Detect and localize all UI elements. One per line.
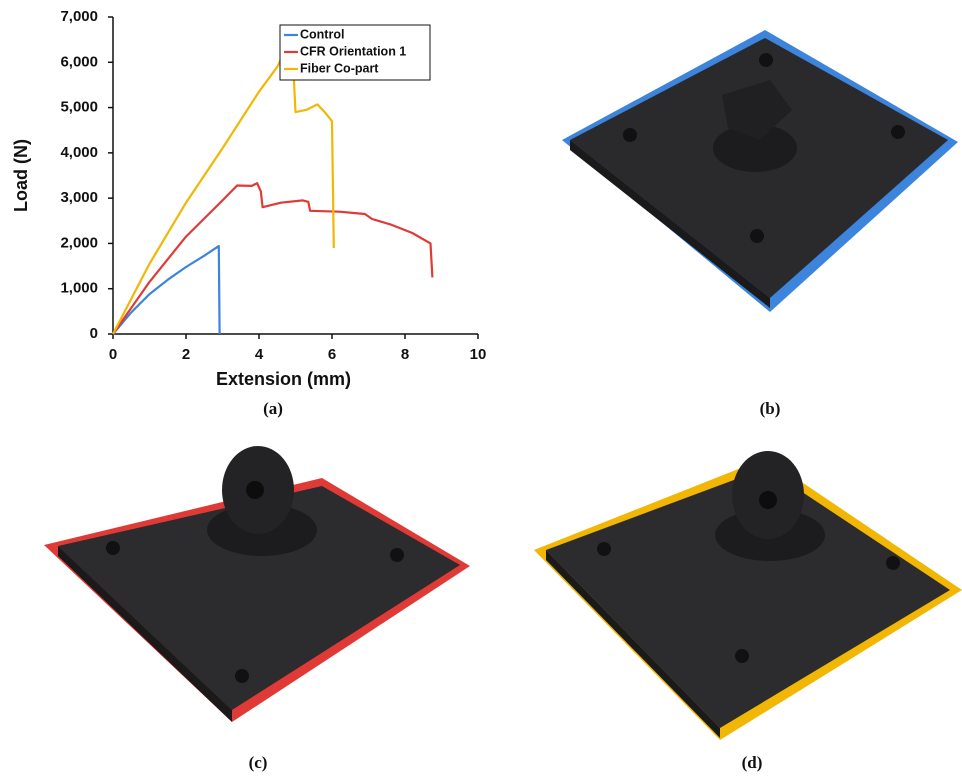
y-tick-label: 7,000 (60, 8, 98, 25)
panel-caption: (c) (249, 753, 268, 772)
y-tick-label: 5,000 (60, 99, 98, 116)
photo-cfr-specimen (44, 446, 470, 722)
y-tick-label: 4,000 (60, 144, 98, 161)
y-tick-label: 0 (90, 325, 98, 342)
x-tick-label: 2 (182, 346, 190, 363)
x-tick-label: 0 (109, 346, 117, 363)
y-tick-label: 1,000 (60, 280, 98, 297)
data-line (113, 56, 334, 335)
legend-label: Fiber Co-part (300, 61, 379, 75)
y-tick-label: 2,000 (60, 234, 98, 251)
y-tick-label: 3,000 (60, 189, 98, 206)
photo-fiber-copart-specimen (534, 451, 962, 740)
x-tick-label: 8 (401, 346, 409, 363)
data-line (113, 246, 220, 334)
x-tick-label: 6 (328, 346, 336, 363)
photo-control-specimen (562, 30, 958, 312)
panel-caption: (a) (263, 399, 283, 418)
legend-label: CFR Orientation 1 (300, 44, 406, 58)
panel-caption: (d) (742, 753, 763, 772)
x-tick-label: 4 (255, 346, 264, 363)
legend-label: Control (300, 27, 344, 41)
figure: 0 1,000 2,000 3,000 4,000 5,000 6,000 7,000 0 2 4 6… (0, 0, 962, 779)
y-axis-label: Load (N) (11, 139, 31, 212)
data-line (113, 183, 432, 334)
x-tick-label: 10 (470, 346, 487, 363)
panel-caption: (b) (760, 399, 781, 418)
x-axis-label: Extension (mm) (216, 369, 351, 389)
y-tick-label: 6,000 (60, 53, 98, 70)
